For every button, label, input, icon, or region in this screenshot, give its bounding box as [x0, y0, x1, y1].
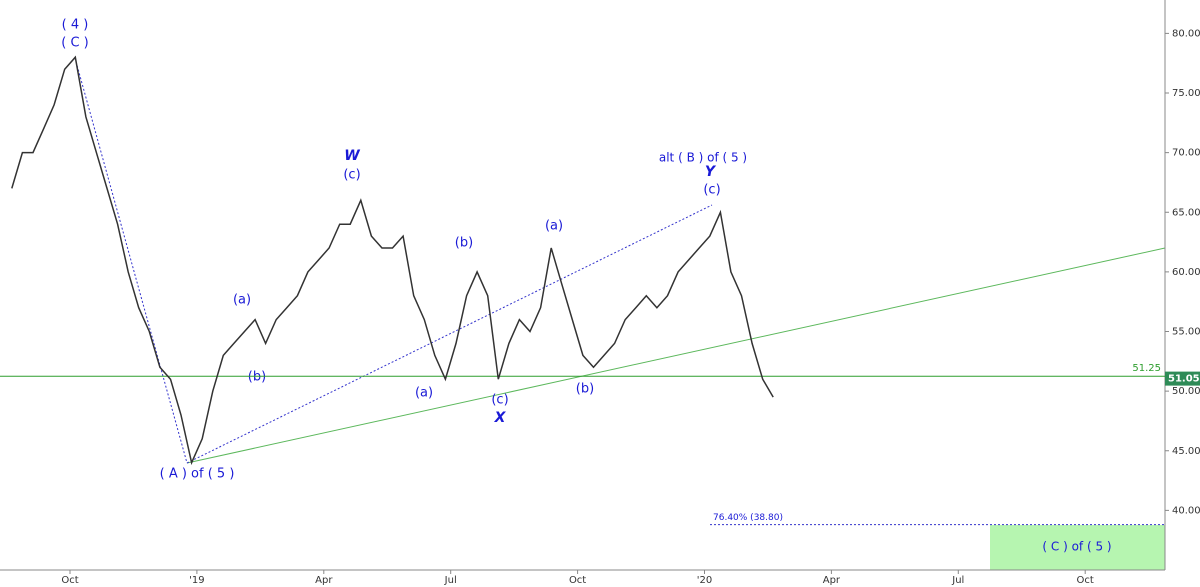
level-label: 51.25 [1132, 363, 1161, 374]
x-tick-label: Oct [569, 575, 586, 586]
target-box [990, 525, 1165, 570]
y-tick-label: 50.00 [1172, 386, 1200, 397]
annotation: (a) [233, 293, 251, 308]
y-tick-label: 45.00 [1172, 446, 1200, 457]
annotation: ( C ) [61, 36, 89, 51]
x-tick-label: Apr [315, 575, 333, 586]
annotation: ( A ) of ( 5 ) [160, 467, 235, 482]
trend-line [186, 247, 1166, 464]
annotation: (b) [248, 370, 266, 385]
x-tick-label: '19 [189, 575, 204, 586]
y-tick-label: 55.00 [1172, 327, 1200, 338]
target-box-label: ( C ) of ( 5 ) [1042, 540, 1111, 554]
x-tick-label: Oct [1077, 575, 1094, 586]
x-tick-label: '20 [697, 575, 712, 586]
annotation: (b) [455, 236, 473, 251]
fib-label: 76.40% (38.80) [713, 513, 783, 523]
price-tag-label: 51.05 [1168, 374, 1200, 385]
wave-line [74, 57, 188, 464]
annotation: alt ( B ) of ( 5 ) [659, 151, 747, 165]
x-tick-label: Jul [444, 575, 457, 586]
annotation: (c) [491, 393, 508, 408]
y-tick-label: 80.00 [1172, 28, 1200, 39]
y-tick-label: 60.00 [1172, 267, 1200, 278]
annotation: (a) [415, 386, 433, 401]
annotation: (c) [343, 168, 360, 183]
y-tick-label: 40.00 [1172, 505, 1200, 516]
x-tick-label: Oct [61, 575, 78, 586]
price-line [11, 55, 774, 466]
y-tick-label: 65.00 [1172, 207, 1200, 218]
x-tick-label: Apr [823, 575, 841, 586]
annotations: ( 4 ) ( C ) W (c) (a) (b) ( A ) of ( 5 )… [61, 18, 747, 482]
price-tag [1165, 371, 1200, 386]
y-tick-label: 75.00 [1172, 88, 1200, 99]
annotation: W [344, 148, 360, 164]
annotation: (c) [703, 183, 720, 198]
wave-line [186, 204, 713, 464]
annotation: (b) [576, 382, 594, 397]
annotation: Y [705, 164, 717, 180]
annotation: (a) [545, 219, 563, 234]
annotation: X [494, 410, 507, 426]
annotation: ( 4 ) [62, 18, 89, 33]
x-tick-label: Jul [951, 575, 964, 586]
y-tick-label: 70.00 [1172, 148, 1200, 159]
